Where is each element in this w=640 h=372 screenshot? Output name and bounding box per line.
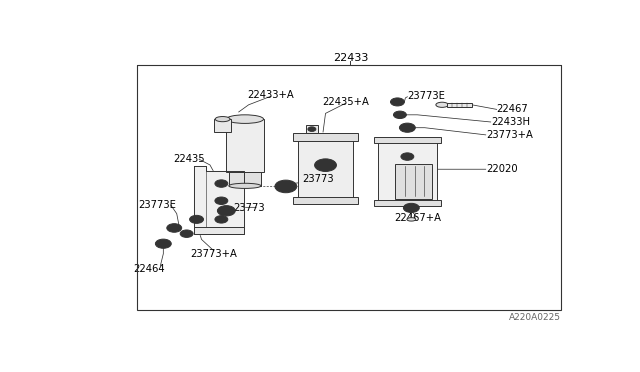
Text: 22435: 22435 bbox=[173, 154, 205, 164]
Circle shape bbox=[189, 215, 204, 223]
Bar bbox=[227, 119, 264, 172]
Bar bbox=[137, 65, 561, 310]
Ellipse shape bbox=[215, 116, 230, 122]
Circle shape bbox=[159, 241, 167, 246]
Circle shape bbox=[315, 159, 337, 171]
Circle shape bbox=[215, 216, 228, 223]
Bar bbox=[306, 125, 318, 134]
Circle shape bbox=[215, 197, 228, 205]
Text: 23773+A: 23773+A bbox=[191, 249, 237, 259]
Text: 23773+A: 23773+A bbox=[486, 130, 534, 140]
Circle shape bbox=[399, 123, 415, 132]
Circle shape bbox=[156, 239, 172, 248]
Text: 23773: 23773 bbox=[233, 203, 264, 213]
Circle shape bbox=[408, 206, 415, 210]
Circle shape bbox=[403, 203, 419, 212]
Bar bbox=[194, 227, 244, 234]
Bar bbox=[395, 164, 432, 199]
Ellipse shape bbox=[229, 183, 261, 189]
Text: 23773: 23773 bbox=[302, 174, 334, 184]
Circle shape bbox=[397, 113, 403, 116]
Circle shape bbox=[308, 127, 316, 131]
Bar bbox=[293, 134, 358, 141]
Text: 23773E: 23773E bbox=[138, 200, 176, 210]
Circle shape bbox=[394, 100, 401, 104]
Bar bbox=[194, 166, 207, 234]
Circle shape bbox=[215, 180, 228, 187]
Bar bbox=[214, 119, 231, 132]
Circle shape bbox=[171, 226, 178, 230]
Text: 22433H: 22433H bbox=[492, 117, 531, 127]
Bar bbox=[298, 135, 353, 202]
Text: 22433: 22433 bbox=[333, 52, 368, 62]
Text: 22435+A: 22435+A bbox=[322, 97, 369, 107]
Circle shape bbox=[390, 98, 404, 106]
Circle shape bbox=[401, 173, 414, 180]
Circle shape bbox=[222, 208, 231, 214]
Bar bbox=[374, 200, 441, 206]
Circle shape bbox=[401, 153, 414, 160]
Ellipse shape bbox=[227, 115, 264, 124]
Ellipse shape bbox=[436, 102, 448, 108]
Text: 22464: 22464 bbox=[134, 264, 165, 275]
Text: 23773E: 23773E bbox=[408, 91, 445, 101]
Ellipse shape bbox=[407, 218, 416, 221]
Bar bbox=[229, 171, 261, 186]
Bar bbox=[194, 228, 244, 234]
Circle shape bbox=[280, 183, 291, 190]
Circle shape bbox=[275, 180, 297, 193]
Circle shape bbox=[394, 111, 406, 119]
Bar bbox=[447, 103, 472, 106]
Text: A220A0225: A220A0225 bbox=[509, 314, 561, 323]
Circle shape bbox=[218, 206, 236, 216]
Polygon shape bbox=[194, 166, 244, 234]
Text: 22433+A: 22433+A bbox=[248, 90, 294, 100]
Circle shape bbox=[180, 230, 193, 237]
Circle shape bbox=[184, 232, 189, 235]
Bar bbox=[293, 197, 358, 203]
Bar bbox=[378, 138, 437, 205]
Circle shape bbox=[403, 125, 412, 130]
Circle shape bbox=[193, 217, 200, 221]
Text: 22467: 22467 bbox=[497, 104, 529, 114]
Text: 22020: 22020 bbox=[486, 164, 518, 174]
Circle shape bbox=[167, 224, 182, 232]
Bar bbox=[374, 137, 441, 143]
Text: 22467+A: 22467+A bbox=[394, 213, 441, 223]
